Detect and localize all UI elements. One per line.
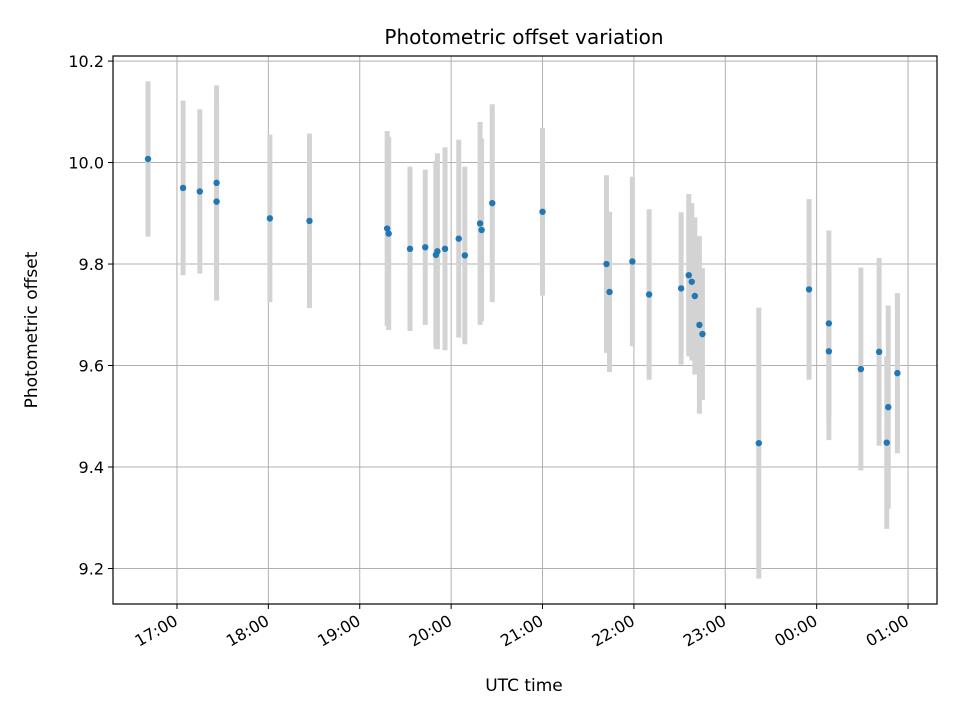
data-point (677, 285, 685, 292)
y-axis: 9.2 9.4 9.6 9.8 10.0 10.2 (68, 52, 113, 578)
x-axis: 17:00 18:00 19:00 20:00 21:00 22:00 23:00 00:00… (132, 604, 912, 651)
plot-frame (112, 55, 938, 605)
data-point (406, 245, 414, 253)
x-tick-label: 22:00 (588, 611, 637, 651)
data-point (825, 348, 833, 355)
data-points (144, 155, 901, 447)
data-point (476, 220, 484, 227)
data-point (434, 248, 441, 255)
error-bars (145, 81, 900, 579)
data-point (885, 403, 892, 411)
data-point (266, 215, 274, 222)
y-tick-label: 9.6 (79, 357, 104, 376)
data-point (825, 320, 833, 327)
data-point (441, 245, 449, 253)
data-point (696, 321, 703, 329)
data-point (606, 288, 613, 296)
y-tick-label: 9.2 (79, 559, 104, 578)
y-axis-label: Photometric offset (22, 251, 42, 408)
data-point (691, 292, 699, 300)
data-point (875, 348, 883, 356)
data-point (699, 330, 706, 338)
x-tick-label: 20:00 (406, 611, 455, 651)
chart-title: Photometric offset variation (384, 25, 663, 49)
data-point (213, 198, 220, 205)
y-tick-label: 10.0 (68, 154, 104, 173)
data-point (455, 235, 462, 242)
data-point (385, 230, 392, 237)
x-tick-label: 19:00 (314, 611, 363, 651)
data-point (196, 188, 204, 195)
x-tick-label: 18:00 (223, 611, 272, 651)
data-point (478, 226, 485, 234)
data-point (422, 244, 429, 251)
data-point (144, 155, 152, 163)
y-tick-label: 9.4 (79, 458, 104, 477)
x-tick-label: 21:00 (497, 611, 546, 651)
data-point (179, 184, 187, 192)
data-point (306, 217, 313, 225)
x-axis-label: UTC time (485, 676, 563, 696)
data-point (805, 286, 813, 293)
data-point (857, 365, 865, 373)
x-tick-label: 01:00 (863, 611, 912, 651)
data-point (894, 369, 901, 377)
grid (113, 56, 937, 604)
data-point (645, 291, 653, 298)
data-point (755, 439, 762, 447)
data-point (383, 225, 391, 232)
y-tick-label: 10.2 (68, 52, 104, 71)
data-point (489, 199, 496, 207)
data-point (688, 278, 695, 285)
data-point (603, 260, 610, 268)
data-point (629, 258, 636, 265)
data-point (539, 208, 546, 215)
data-point (883, 439, 890, 446)
x-tick-label: 00:00 (771, 611, 820, 651)
data-point (213, 179, 220, 187)
x-tick-label: 17:00 (132, 611, 181, 651)
x-tick-label: 23:00 (680, 611, 729, 651)
data-point (461, 252, 469, 259)
y-tick-label: 9.8 (79, 255, 104, 274)
data-point (685, 272, 692, 279)
